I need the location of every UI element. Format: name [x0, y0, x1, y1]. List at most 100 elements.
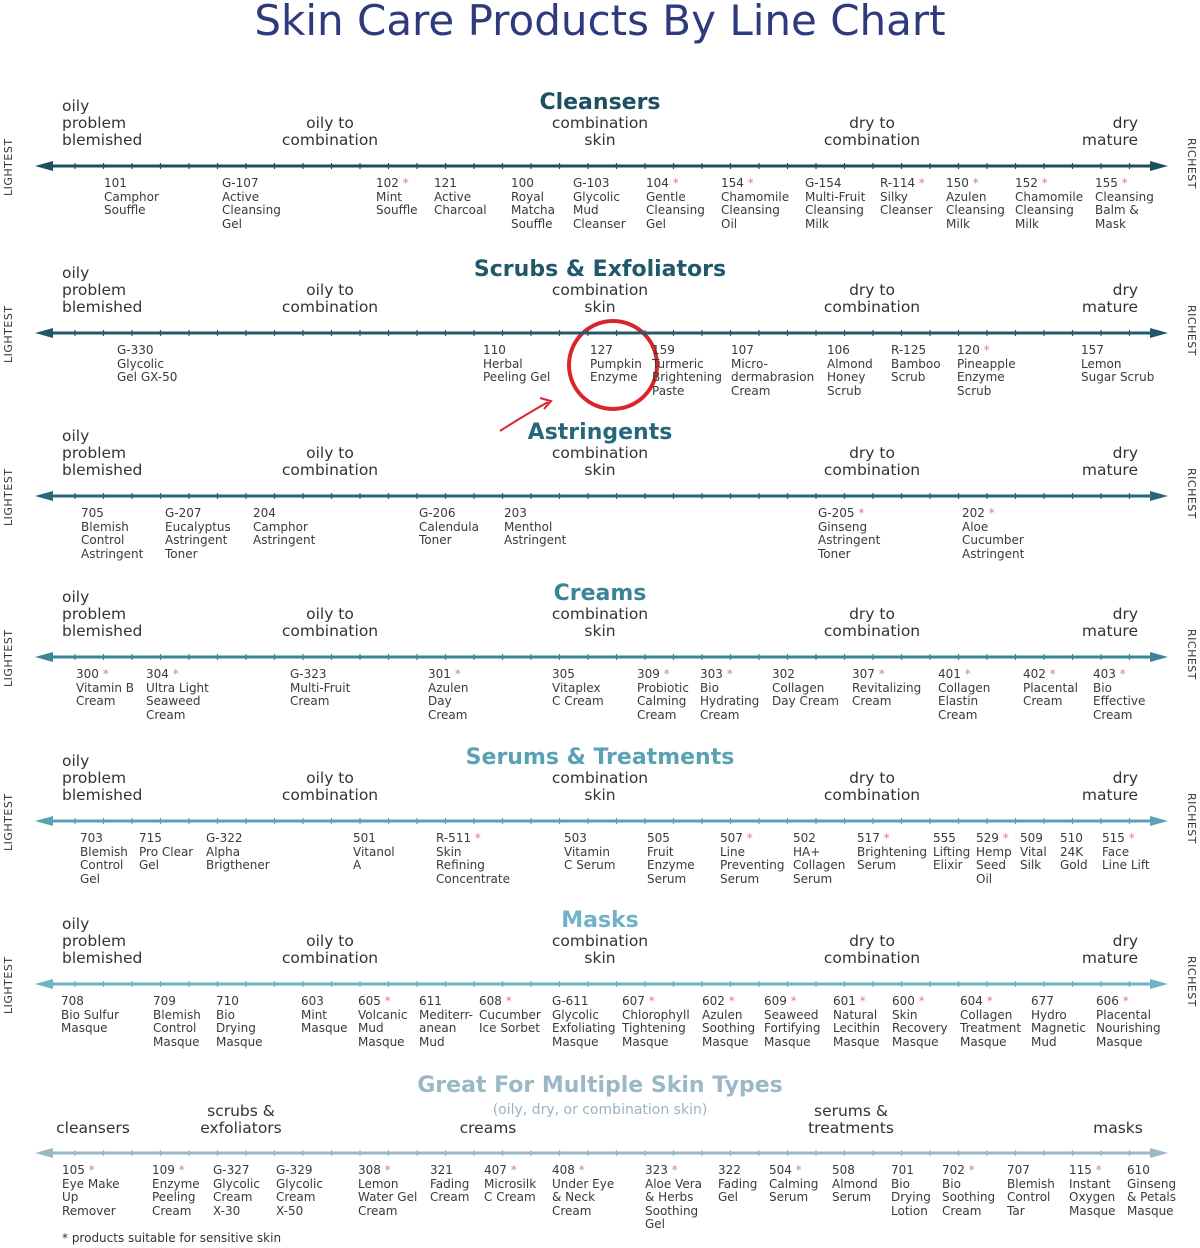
- product-code-text: 555: [933, 831, 956, 845]
- product-item: 710 Bio Drying Masque: [216, 994, 263, 1049]
- sensitive-skin-star: *: [742, 831, 753, 845]
- product-code-text: 709: [153, 994, 176, 1008]
- product-code-text: G-107: [222, 176, 259, 190]
- product-code-text: 509: [1020, 831, 1043, 845]
- product-code-text: 204: [253, 506, 276, 520]
- product-item: 509 Vital Silk: [1020, 831, 1047, 873]
- sensitive-skin-star: *: [960, 667, 971, 681]
- product-name: Mint Masque: [301, 1007, 348, 1035]
- sensitive-skin-star: *: [450, 667, 461, 681]
- product-name: Bio Soothing Cream: [942, 1176, 996, 1218]
- category-label: masks: [1093, 1119, 1143, 1137]
- category-label: serums & treatments: [808, 1102, 894, 1137]
- sensitive-skin-star: *: [979, 343, 990, 357]
- sensitive-skin-star: *: [855, 994, 866, 1008]
- product-item: 715 Pro Clear Gel: [139, 831, 193, 873]
- product-item: R-114 * Silky Cleanser: [880, 176, 933, 218]
- product-item: G-327 Glycolic Cream X-30: [213, 1163, 260, 1218]
- product-item: 603 Mint Masque: [301, 994, 348, 1036]
- product-code-text: 303: [700, 667, 723, 681]
- axis-arrow-right: [1150, 161, 1168, 171]
- product-item: 121 Active Charcoal: [434, 176, 487, 218]
- product-code-text: 157: [1081, 343, 1104, 357]
- sensitive-skin-star: *: [380, 994, 391, 1008]
- axis-arrow-right: [1150, 979, 1168, 989]
- product-item: G-206 Calendula Toner: [419, 506, 479, 548]
- product-name: Blemish Control Gel: [80, 844, 128, 886]
- sensitive-skin-star: *: [964, 1163, 975, 1177]
- product-item: 708 Bio Sulfur Masque: [61, 994, 119, 1036]
- product-code-text: 100: [511, 176, 534, 190]
- product-name: Ultra Light Seaweed Cream: [146, 680, 209, 722]
- zone-label: dry to combination: [823, 114, 921, 149]
- product-code: 517 *: [857, 831, 927, 846]
- product-item: 609 * Seaweed Fortifying Masque: [764, 994, 820, 1049]
- product-code-text: G-330: [117, 343, 154, 357]
- product-item: 159 Turmeric Brightening Paste: [652, 343, 722, 398]
- product-name: Multi-Fruit Cleansing Milk: [805, 189, 866, 231]
- product-item: 109 * Enzyme Peeling Cream: [152, 1163, 200, 1218]
- product-code: 715: [139, 831, 193, 846]
- axis-arrow-left: [35, 328, 53, 338]
- product-code-text: 109: [152, 1163, 175, 1177]
- product-item: 110 Herbal Peeling Gel: [483, 343, 550, 385]
- axis-arrow-right: [1150, 816, 1168, 826]
- product-item: 308 * Lemon Water Gel Cream: [358, 1163, 417, 1218]
- product-code: 107: [731, 343, 814, 358]
- zone-label: oily problem blemished: [62, 264, 143, 316]
- product-code: 403 *: [1093, 667, 1145, 682]
- product-name: Aloe Cucumber Astringent: [962, 519, 1025, 561]
- product-code-text: 503: [564, 831, 587, 845]
- richest-label: RICHEST: [1185, 305, 1198, 356]
- product-name: Bio Drying Lotion: [891, 1176, 931, 1218]
- product-item: 555 Lifting Elixir: [933, 831, 970, 873]
- product-code: 508: [832, 1163, 878, 1178]
- sensitive-skin-star: *: [668, 176, 679, 190]
- product-code: 501: [353, 831, 395, 846]
- sensitive-skin-star: *: [915, 176, 925, 190]
- product-code: 710: [216, 994, 263, 1009]
- product-code: 703: [80, 831, 128, 846]
- product-name: Glycolic Gel GX-50: [117, 356, 178, 384]
- category-label: creams: [459, 1119, 517, 1137]
- section-title: Creams: [553, 581, 647, 606]
- section-title: Serums & Treatments: [465, 745, 735, 770]
- product-name: Hydro Magnetic Mud: [1031, 1007, 1086, 1049]
- product-name: Natural Lecithin Masque: [833, 1007, 881, 1049]
- product-item: 307 * Revitalizing Cream: [852, 667, 922, 709]
- zone-label: combination skin: [551, 932, 649, 967]
- product-name: Blemish Control Tar: [1007, 1176, 1055, 1218]
- product-name: Camphor Souffle: [104, 189, 159, 217]
- richest-label: RICHEST: [1185, 468, 1198, 519]
- axis-arrow-left: [35, 161, 53, 171]
- product-code: 154 *: [721, 176, 789, 191]
- product-name: Bio Hydrating Cream: [700, 680, 760, 722]
- product-name: Skin Refining Concentrate: [436, 844, 510, 886]
- product-item: 102 * Mint Souffle: [376, 176, 418, 218]
- richest-label: RICHEST: [1185, 793, 1198, 844]
- product-code-text: 602: [702, 994, 725, 1008]
- product-code: 504 *: [769, 1163, 818, 1178]
- zone-label: oily to combination: [281, 769, 379, 804]
- sensitive-skin-star: *: [914, 994, 925, 1008]
- product-name: Silky Cleanser: [880, 189, 933, 217]
- product-code: 202 *: [962, 506, 1024, 521]
- product-item: 127 Pumpkin Enzyme: [590, 343, 642, 385]
- product-name: Active Cleansing Gel: [222, 189, 281, 231]
- product-code-text: 715: [139, 831, 162, 845]
- product-code: 606 *: [1096, 994, 1161, 1009]
- product-code: 121: [434, 176, 487, 191]
- product-item: 106 Almond Honey Scrub: [827, 343, 873, 398]
- product-code: 600 *: [892, 994, 948, 1009]
- product-name: Glycolic Cream X-30: [213, 1176, 260, 1218]
- section-title: Astringents: [527, 420, 673, 445]
- sensitive-skin-star: *: [1037, 176, 1048, 190]
- product-item: 605 * Volcanic Mud Masque: [358, 994, 407, 1049]
- zone-label: dry mature: [1081, 769, 1138, 804]
- product-code: 102 *: [376, 176, 418, 191]
- product-code-text: 610: [1127, 1163, 1150, 1177]
- product-name: Instant Oxygen Masque: [1069, 1176, 1116, 1218]
- product-item: 408 * Under Eye & Neck Cream: [552, 1163, 614, 1218]
- product-name: Revitalizing Cream: [852, 680, 922, 708]
